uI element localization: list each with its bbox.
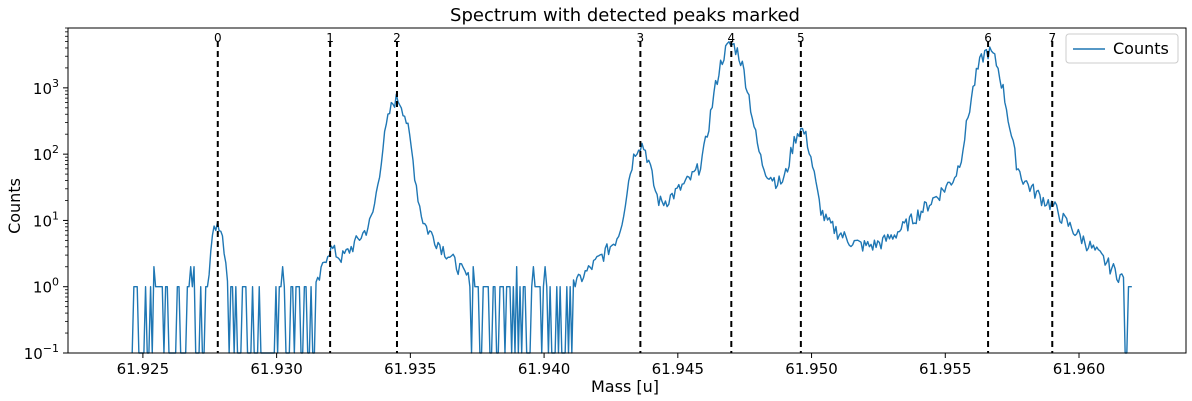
x-tick-label: 61.940 [518, 360, 571, 378]
x-axis-label: Mass [u] [591, 377, 659, 396]
x-tick-label: 61.925 [117, 360, 170, 378]
chart-title: Spectrum with detected peaks marked [450, 5, 800, 26]
x-tick-label: 61.960 [1053, 360, 1106, 378]
peak-label-1: 1 [326, 31, 334, 45]
peak-label-0: 0 [214, 31, 222, 45]
peak-label-2: 2 [393, 31, 401, 45]
peak-label-4: 4 [727, 31, 735, 45]
peak-label-3: 3 [637, 31, 645, 45]
plot-frame [67, 27, 1187, 354]
y-tick-label: 100 [33, 276, 59, 297]
x-tick-label: 61.955 [919, 360, 972, 378]
peak-label-7: 7 [1048, 31, 1056, 45]
x-tick-label: 61.950 [785, 360, 838, 378]
legend-box [1065, 33, 1179, 64]
y-tick-label: 10−1 [24, 342, 59, 363]
y-tick-label: 103 [33, 77, 59, 98]
legend-label: Counts [1113, 39, 1169, 58]
x-tick-label: 61.945 [652, 360, 705, 378]
y-tick-label: 101 [33, 209, 59, 230]
y-axis-label: Counts [5, 178, 24, 234]
peak-label-5: 5 [797, 31, 805, 45]
series-counts-line [131, 41, 1132, 354]
plot-area: 0 1 2 3 4 5 6 7 [131, 31, 1132, 354]
x-tick-label: 61.935 [384, 360, 437, 378]
peak-label-6: 6 [984, 31, 992, 45]
y-tick-label: 102 [33, 143, 59, 164]
legend: Counts [1065, 33, 1179, 64]
x-tick-label: 61.930 [250, 360, 303, 378]
